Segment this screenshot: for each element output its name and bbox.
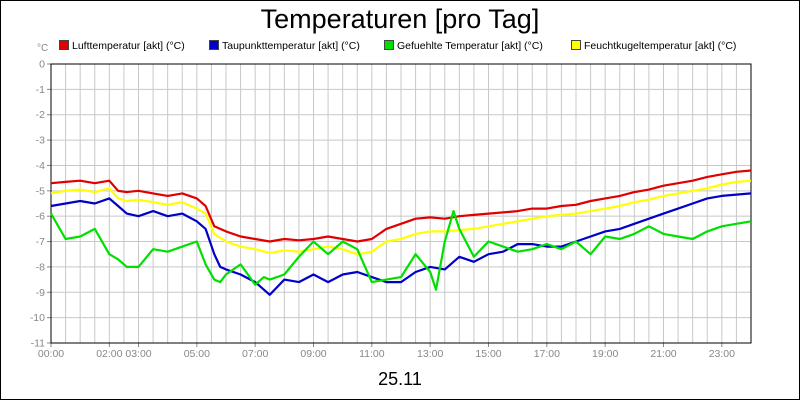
legend-label: Feuchtkugeltemperatur [akt] (°C)	[584, 40, 737, 52]
x-tick-label: 21:00	[650, 348, 676, 360]
legend-label: Taupunkttemperatur [akt] (°C)	[222, 40, 360, 52]
y-tick-label: -1	[36, 84, 45, 96]
x-tick-label: 19:00	[592, 348, 618, 360]
series-line-3	[50, 210, 752, 291]
x-tick-label: 09:00	[300, 348, 326, 360]
legend-swatch	[209, 40, 219, 50]
y-tick-label: -8	[36, 261, 45, 273]
x-tick-label: 02:00	[96, 348, 122, 360]
y-tick-label: 0	[39, 59, 45, 71]
chart-title: Temperaturen [pro Tag]	[260, 4, 540, 34]
y-tick-label: -2	[36, 109, 45, 121]
y-tick-label: -11	[31, 338, 46, 350]
series-line-2	[50, 192, 752, 296]
x-tick-label: 05:00	[184, 348, 210, 360]
x-tick-label: 00:00	[38, 348, 64, 360]
x-tick-label: 03:00	[125, 348, 151, 360]
x-tick-label: 07:00	[242, 348, 268, 360]
series-line-4	[50, 179, 752, 256]
plot-border	[50, 63, 752, 344]
x-tick-label: 11:00	[359, 348, 385, 360]
legend-item-1: Lufttemperatur [akt] (°C)	[59, 39, 185, 53]
legend-label: Gefuehlte Temperatur [akt] (°C)	[397, 40, 543, 52]
y-tick-label: -5	[36, 185, 45, 197]
legend-swatch	[59, 40, 69, 50]
y-tick-label: -6	[36, 211, 45, 223]
x-tick-label: 17:00	[534, 348, 560, 360]
y-tick-label: -4	[36, 160, 45, 172]
x-tick-label: 13:00	[417, 348, 443, 360]
legend-swatch	[384, 40, 394, 50]
legend-item-2: Taupunkttemperatur [akt] (°C)	[209, 39, 360, 53]
legend-item-3: Gefuehlte Temperatur [akt] (°C)	[384, 39, 543, 53]
y-tick-label: -9	[36, 287, 45, 299]
legend-swatch	[571, 40, 581, 50]
y-tick-label: -7	[36, 236, 45, 248]
y-tick-label: -10	[30, 312, 45, 324]
y-axis-unit-label: °C	[37, 43, 49, 54]
legend-label: Lufttemperatur [akt] (°C)	[72, 40, 185, 52]
y-tick-label: -3	[36, 135, 45, 147]
series-line-1	[50, 169, 752, 243]
x-tick-label: 15:00	[475, 348, 501, 360]
x-tick-label: 23:00	[709, 348, 735, 360]
legend-item-4: Feuchtkugeltemperatur [akt] (°C)	[571, 39, 736, 53]
x-axis-date-label: 25.11	[378, 369, 422, 389]
